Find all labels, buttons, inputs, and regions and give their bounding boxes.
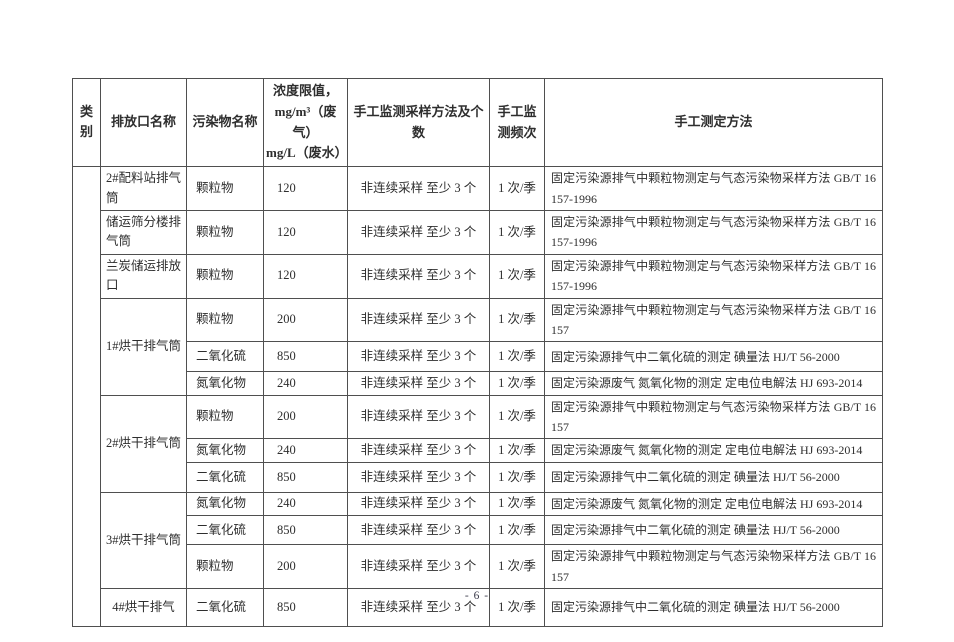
pollutant-cell: 二氧化硫 bbox=[186, 515, 264, 546]
limit-cell: 200 bbox=[263, 544, 348, 590]
sampling-cell: 非连续采样 至少 3 个 bbox=[347, 297, 490, 343]
sampling-cell: 非连续采样 至少 3 个 bbox=[347, 438, 490, 463]
pollutant-cell: 氮氧化物 bbox=[186, 438, 264, 463]
outlet-cell: 1#烘干排气筒 bbox=[100, 297, 187, 396]
sampling-cell: 非连续采样 至少 3 个 bbox=[347, 544, 490, 590]
frequency-cell: 1 次/季 bbox=[489, 461, 545, 493]
outlet-cell: 兰炭储运排放口 bbox=[100, 253, 187, 299]
frequency-cell: 1 次/季 bbox=[489, 491, 545, 517]
limit-cell: 850 bbox=[263, 515, 348, 546]
header-limit-line1: 浓度限值， bbox=[272, 83, 338, 98]
frequency-cell: 1 次/季 bbox=[489, 341, 545, 373]
table-row: 储运筛分楼排气筒 颗粒物 120 非连续采样 至少 3 个 1 次/季 固定污染… bbox=[73, 209, 883, 255]
outlet-cell: 储运筛分楼排气筒 bbox=[100, 209, 187, 255]
limit-cell: 200 bbox=[263, 297, 348, 343]
limit-cell: 200 bbox=[263, 394, 348, 440]
method-cell: 固定污染源排气中颗粒物测定与气态污染物采样方法 GB/T 16157-1996 bbox=[544, 166, 883, 211]
outlet-cell: 4#烘干排气 bbox=[100, 588, 187, 628]
pollutant-cell: 二氧化硫 bbox=[186, 588, 264, 628]
table-row: 2#烘干排气筒 颗粒物 200 非连续采样 至少 3 个 1 次/季 固定污染源… bbox=[73, 394, 883, 493]
header-outlet: 排放口名称 bbox=[100, 77, 187, 168]
method-cell: 固定污染源排气中二氧化硫的测定 碘量法 HJ/T 56-2000 bbox=[544, 461, 883, 493]
table-row: 二氧化硫 850 非连续采样 至少 3 个 1 次/季 固定污染源排气中二氧化硫… bbox=[73, 341, 883, 373]
sampling-cell: 非连续采样 至少 3 个 bbox=[347, 588, 490, 628]
limit-cell: 240 bbox=[263, 371, 348, 396]
header-sampling: 手工监测采样方法及个数 bbox=[347, 77, 490, 168]
outlet-cell: 3#烘干排气筒 bbox=[100, 491, 187, 590]
page-number: - 6 - bbox=[464, 590, 490, 602]
frequency-cell: 1 次/季 bbox=[489, 394, 545, 440]
sampling-cell: 非连续采样 至少 3 个 bbox=[347, 341, 490, 373]
table-header-row: 类别 排放口名称 污染物名称 浓度限值， mg/m³（废气） mg/L（废水） … bbox=[72, 77, 883, 168]
method-cell: 固定污染源排气中二氧化硫的测定 碘量法 HJ/T 56-2000 bbox=[544, 341, 883, 373]
limit-cell: 120 bbox=[263, 209, 348, 255]
pollutant-cell: 颗粒物 bbox=[186, 166, 264, 211]
limit-cell: 120 bbox=[263, 253, 348, 299]
limit-cell: 850 bbox=[263, 461, 348, 493]
sampling-cell: 非连续采样 至少 3 个 bbox=[347, 371, 490, 396]
method-cell: 固定污染源废气 氮氧化物的测定 定电位电解法 HJ 693-2014 bbox=[544, 438, 883, 463]
sampling-cell: 非连续采样 至少 3 个 bbox=[347, 209, 490, 255]
table-row: 1#烘干排气筒 颗粒物 200 非连续采样 至少 3 个 1 次/季 固定污染源… bbox=[73, 297, 883, 396]
limit-cell: 850 bbox=[263, 341, 348, 373]
header-frequency: 手工监测频次 bbox=[489, 77, 545, 168]
table-row: 4#烘干排气 二氧化硫 850 非连续采样 至少 3 个 1 次/季 固定污染源… bbox=[73, 588, 883, 628]
frequency-cell: 1 次/季 bbox=[489, 253, 545, 299]
pollutant-cell: 二氧化硫 bbox=[186, 341, 264, 373]
sampling-cell: 非连续采样 至少 3 个 bbox=[347, 491, 490, 517]
pollutant-cell: 颗粒物 bbox=[186, 209, 264, 255]
method-cell: 固定污染源排气中二氧化硫的测定 碘量法 HJ/T 56-2000 bbox=[544, 515, 883, 546]
table-row: 二氧化硫 850 非连续采样 至少 3 个 1 次/季 固定污染源排气中二氧化硫… bbox=[73, 515, 883, 546]
header-category-label: 类别 bbox=[79, 104, 93, 139]
sampling-cell: 非连续采样 至少 3 个 bbox=[347, 394, 490, 440]
method-cell: 固定污染源排气中颗粒物测定与气态污染物采样方法 GB/T 16157-1996 bbox=[544, 209, 883, 255]
frequency-cell: 1 次/季 bbox=[489, 544, 545, 590]
header-limit-line3: mg/L（废水） bbox=[266, 145, 348, 161]
frequency-cell: 1 次/季 bbox=[489, 209, 545, 255]
sampling-cell: 非连续采样 至少 3 个 bbox=[347, 253, 490, 299]
table-row: 颗粒物 200 非连续采样 至少 3 个 1 次/季 固定污染源排气中颗粒物测定… bbox=[73, 544, 883, 590]
method-cell: 固定污染源排气中颗粒物测定与气态污染物采样方法 GB/T 16157 bbox=[544, 297, 883, 343]
frequency-cell: 1 次/季 bbox=[489, 297, 545, 343]
monitoring-table: 类别 排放口名称 污染物名称 浓度限值， mg/m³（废气） mg/L（废水） … bbox=[72, 77, 883, 628]
pollutant-cell: 颗粒物 bbox=[186, 253, 264, 299]
outlet-cell: 2#配料站排气筒 bbox=[100, 166, 187, 211]
pollutant-cell: 氮氧化物 bbox=[186, 371, 264, 396]
table-row: 2#配料站排气筒 颗粒物 120 非连续采样 至少 3 个 1 次/季 固定污染… bbox=[72, 166, 883, 628]
method-cell: 固定污染源排气中颗粒物测定与气态污染物采样方法 GB/T 16157-1996 bbox=[544, 253, 883, 299]
frequency-cell: 1 次/季 bbox=[489, 515, 545, 546]
frequency-cell: 1 次/季 bbox=[489, 438, 545, 463]
limit-cell: 240 bbox=[263, 491, 348, 517]
table-row: 氮氧化物 240 非连续采样 至少 3 个 1 次/季 固定污染源废气 氮氧化物… bbox=[73, 438, 883, 463]
header-pollutant: 污染物名称 bbox=[186, 77, 264, 168]
limit-cell: 120 bbox=[263, 166, 348, 211]
method-cell: 固定污染源排气中颗粒物测定与气态污染物采样方法 GB/T 16157 bbox=[544, 544, 883, 590]
category-cell bbox=[72, 166, 101, 628]
table-row: 二氧化硫 850 非连续采样 至少 3 个 1 次/季 固定污染源排气中二氧化硫… bbox=[73, 461, 883, 493]
pollutant-cell: 颗粒物 bbox=[186, 394, 264, 440]
pollutant-cell: 氮氧化物 bbox=[186, 491, 264, 517]
frequency-cell: 1 次/季 bbox=[489, 371, 545, 396]
method-cell: 固定污染源排气中颗粒物测定与气态污染物采样方法 GB/T 16157 bbox=[544, 394, 883, 440]
header-method: 手工测定方法 bbox=[544, 77, 883, 168]
sampling-cell: 非连续采样 至少 3 个 bbox=[347, 166, 490, 211]
method-cell: 固定污染源废气 氮氧化物的测定 定电位电解法 HJ 693-2014 bbox=[544, 491, 883, 517]
pollutant-cell: 颗粒物 bbox=[186, 544, 264, 590]
pollutant-cell: 颗粒物 bbox=[186, 297, 264, 343]
limit-cell: 240 bbox=[263, 438, 348, 463]
table-row: 氮氧化物 240 非连续采样 至少 3 个 1 次/季 固定污染源废气 氮氧化物… bbox=[73, 371, 883, 396]
method-cell: 固定污染源排气中二氧化硫的测定 碘量法 HJ/T 56-2000 bbox=[544, 588, 883, 628]
sampling-cell: 非连续采样 至少 3 个 bbox=[347, 461, 490, 493]
sampling-cell: 非连续采样 至少 3 个 bbox=[347, 515, 490, 546]
table-row: 3#烘干排气筒 氮氧化物 240 非连续采样 至少 3 个 1 次/季 固定污染… bbox=[73, 491, 883, 590]
method-cell: 固定污染源废气 氮氧化物的测定 定电位电解法 HJ 693-2014 bbox=[544, 371, 883, 396]
header-limit: 浓度限值， mg/m³（废气） mg/L（废水） bbox=[263, 77, 348, 168]
frequency-cell: 1 次/季 bbox=[489, 166, 545, 211]
table-row: 兰炭储运排放口 颗粒物 120 非连续采样 至少 3 个 1 次/季 固定污染源… bbox=[73, 253, 883, 299]
header-limit-line2: mg/m³（废气） bbox=[274, 103, 337, 140]
outlet-cell: 2#烘干排气筒 bbox=[100, 394, 187, 493]
header-category: 类别 bbox=[72, 77, 101, 168]
pollutant-cell: 二氧化硫 bbox=[186, 461, 264, 493]
